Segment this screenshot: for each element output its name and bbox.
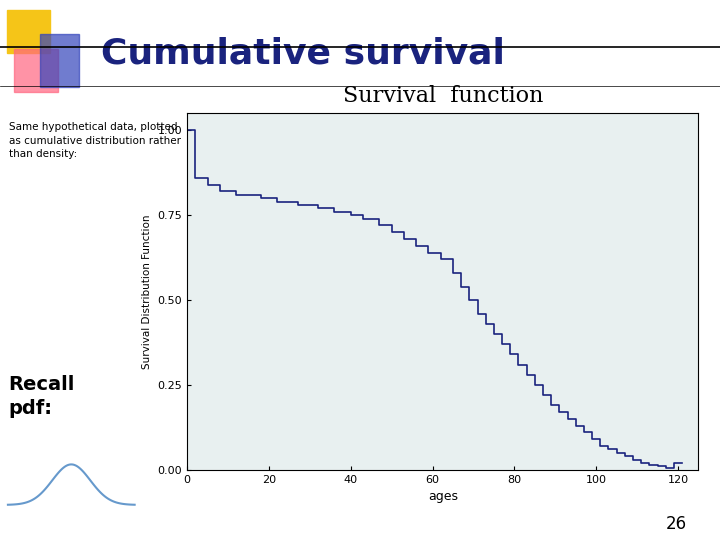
Y-axis label: Survival Distribution Function: Survival Distribution Function (142, 214, 152, 369)
Bar (40, 34, 79, 87)
X-axis label: ages: ages (428, 490, 458, 503)
Title: Survival  function: Survival function (343, 85, 543, 107)
Text: 26: 26 (666, 515, 688, 533)
Text: Recall
pdf:: Recall pdf: (8, 375, 74, 418)
Bar (7, 10, 50, 53)
Bar (14, 49, 58, 92)
Text: Cumulative survival: Cumulative survival (101, 37, 505, 70)
Text: Same hypothetical data, plotted
as cumulative distribution rather
than density:: Same hypothetical data, plotted as cumul… (9, 123, 181, 159)
